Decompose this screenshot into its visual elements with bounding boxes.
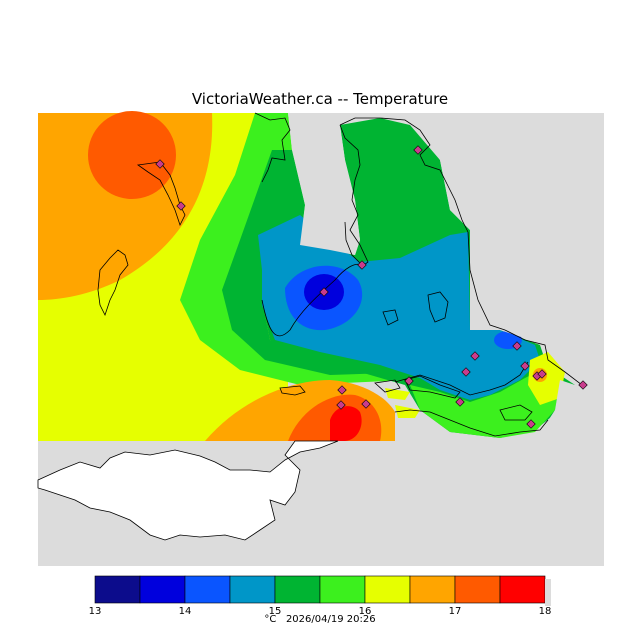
coastline-east-south (467, 231, 583, 386)
station-marker[interactable] (520, 361, 530, 371)
coastline-nw-spit (136, 161, 186, 227)
legend-caption: °C 2026/04/19 20:26 (0, 614, 640, 625)
station-marker[interactable] (176, 201, 186, 211)
coastline-nw-island (97, 249, 129, 317)
legend-bar (94, 575, 551, 606)
station-marker[interactable] (361, 399, 371, 409)
legend-tick-0: 13 (89, 606, 102, 617)
coastline-south-bay (394, 361, 529, 396)
legend-swatch-6 (364, 575, 411, 604)
coastline-east-north (339, 117, 469, 233)
no-data-north-channel (288, 113, 360, 255)
legend-tick-4: 17 (449, 606, 462, 617)
coastline-island-east (427, 291, 449, 323)
weather-stations (155, 145, 588, 429)
coastline-saanich-inlet (261, 221, 363, 337)
legend-swatch-7 (409, 575, 456, 604)
legend-unit: °C (264, 614, 277, 625)
coastline-saanich-north (254, 112, 291, 183)
station-marker[interactable] (470, 351, 480, 361)
station-marker[interactable] (537, 369, 547, 379)
land-olympic-peninsula (37, 440, 339, 541)
station-marker[interactable] (155, 159, 165, 169)
station-marker[interactable] (357, 260, 367, 270)
coastline-se-point (499, 404, 533, 421)
station-marker[interactable] (526, 419, 536, 429)
legend-ticks: 13 14 15 16 17 18 (89, 606, 552, 617)
legend-tick-5: 18 (539, 606, 552, 617)
contour-yellow-south (395, 405, 420, 418)
coastline-south-shore (394, 409, 549, 437)
contour-green-west (222, 150, 420, 375)
no-data-southeast (535, 380, 604, 441)
coastline-islet-1 (279, 385, 306, 396)
coastline-islet-3 (404, 375, 461, 399)
legend-tick-1: 14 (179, 606, 192, 617)
station-marker[interactable] (337, 385, 347, 395)
legend-swatch-4 (274, 575, 321, 604)
station-marker[interactable] (512, 341, 522, 351)
station-marker[interactable] (336, 400, 346, 410)
legend-swatch-0 (94, 575, 141, 604)
legend-swatch-9 (499, 575, 546, 604)
legend-swatch-5 (319, 575, 366, 604)
legend-swatch-8 (454, 575, 501, 604)
map-title: VictoriaWeather.ca -- Temperature (191, 90, 449, 108)
legend-swatch-1 (139, 575, 186, 604)
legend-tick-3: 16 (359, 606, 372, 617)
coastlines (97, 112, 583, 437)
contour-redorange-nw (88, 111, 176, 199)
no-data-northeast (410, 113, 604, 385)
station-marker[interactable] (404, 376, 414, 386)
contour-red-south (330, 406, 362, 441)
coastline-island-small (382, 309, 399, 326)
map-timestamp: 2026/04/19 20:26 (285, 614, 376, 625)
coastline-east-west (339, 124, 369, 269)
legend-tick-2: 15 (269, 606, 282, 617)
legend-swatch-3 (229, 575, 276, 604)
legend-shadow (545, 579, 551, 606)
coastline-islet-2 (374, 379, 401, 393)
contour-green-light-se (410, 368, 560, 438)
station-marker[interactable] (413, 145, 423, 155)
legend-swatch-2 (184, 575, 231, 604)
contour-yellow-south-2 (385, 388, 410, 400)
station-marker[interactable] (455, 397, 465, 407)
station-marker[interactable] (578, 380, 588, 390)
station-marker[interactable] (461, 367, 471, 377)
contour-lightblue (258, 215, 540, 400)
station-marker[interactable] (319, 287, 329, 297)
